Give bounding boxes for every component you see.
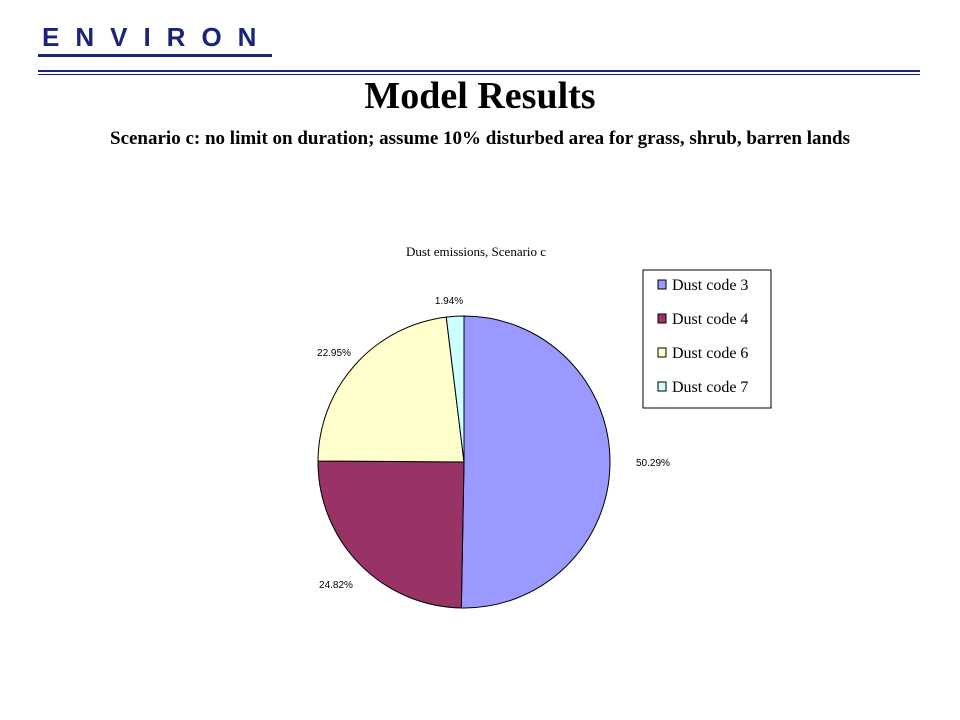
header-rule xyxy=(38,70,920,72)
header-rule-thin xyxy=(38,74,920,75)
legend-label-3: Dust code 6 xyxy=(672,345,748,362)
chart-title: Dust emissions, Scenario c xyxy=(406,244,546,259)
pie-slice-3 xyxy=(317,316,465,463)
page-subtitle: Scenario c: no limit on duration; assume… xyxy=(110,128,850,149)
legend-swatch-3 xyxy=(657,347,667,358)
legend-swatch-4 xyxy=(657,381,667,392)
slice-label-4: 1.94% xyxy=(435,296,463,307)
page-title: Model Results xyxy=(364,75,596,117)
pie-slice-4 xyxy=(445,315,465,463)
legend-label-4: Dust code 7 xyxy=(672,379,748,396)
legend-swatch-1 xyxy=(657,279,667,290)
legend-label-2: Dust code 4 xyxy=(672,311,748,328)
pie-slices xyxy=(317,315,611,609)
legend-swatch-2 xyxy=(657,313,667,324)
legend-label-1: Dust code 3 xyxy=(672,277,748,294)
slice-label-2: 24.82% xyxy=(319,580,353,591)
pie-labels: 50.29% 24.82% 22.95% 1.94% xyxy=(317,296,670,591)
chart-legend: Dust code 3 Dust code 4 Dust code 6 Dust co… xyxy=(642,269,772,409)
slice-label-1: 50.29% xyxy=(636,458,670,469)
logo-text: ENVIRON xyxy=(38,22,273,57)
slice-label-3: 22.95% xyxy=(317,348,351,359)
pie-slice-1 xyxy=(460,315,611,609)
pie-slice-2 xyxy=(317,460,465,609)
environ-logo: ENVIRON xyxy=(38,22,273,57)
